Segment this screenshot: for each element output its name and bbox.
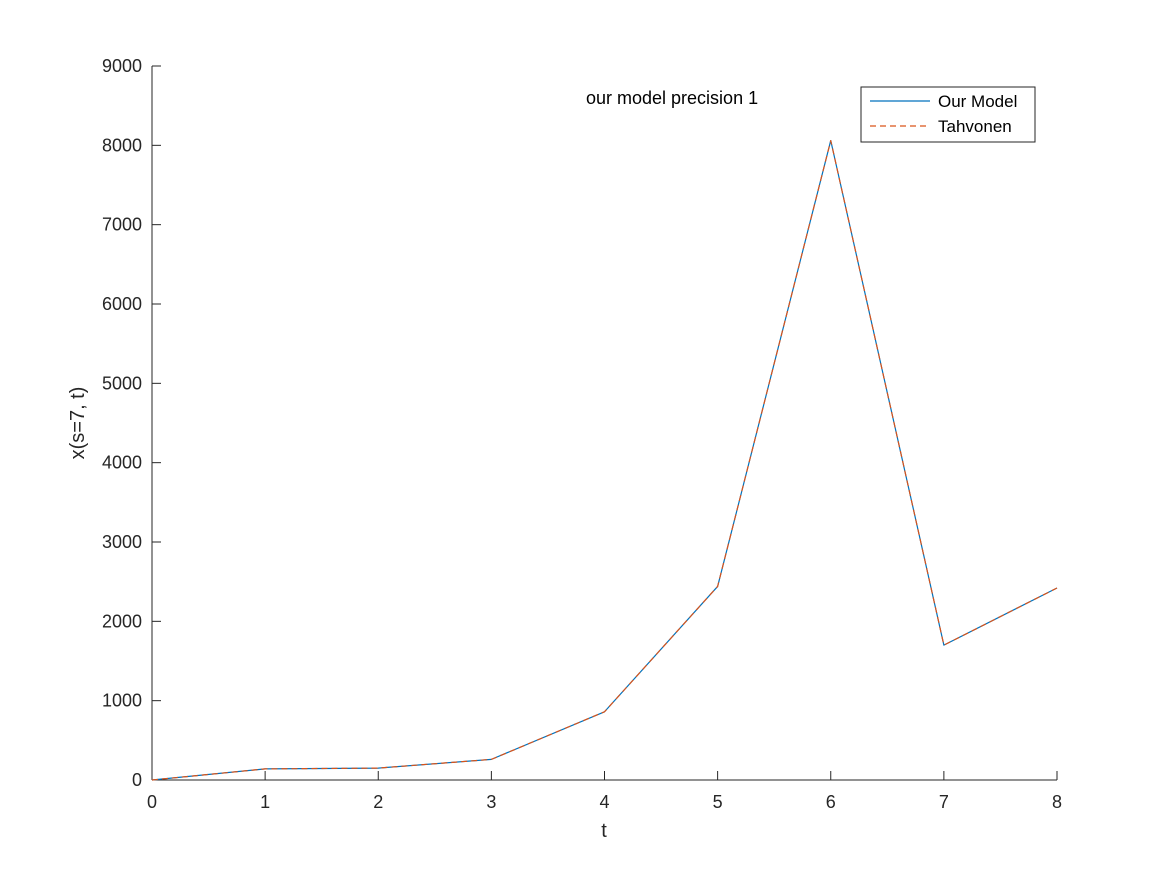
y-tick-label: 2000 (102, 611, 142, 631)
series-line-our-model (151, 139, 1058, 781)
series-layer (151, 139, 1058, 781)
x-tick-label: 3 (486, 792, 496, 812)
y-ticks: 0 1000 2000 3000 4000 5000 6000 7000 8000 9000 (102, 56, 161, 790)
y-tick-label: 1000 (102, 691, 142, 711)
x-tick-label: 2 (373, 792, 383, 812)
x-ticks: 0 1 2 3 4 5 6 7 8 (147, 771, 1062, 812)
y-tick-label: 8000 (102, 135, 142, 155)
legend-box (860, 86, 1036, 143)
series-line-tahvonen (151, 139, 1058, 781)
y-tick-label: 9000 (102, 56, 142, 76)
y-tick-label: 7000 (102, 215, 142, 235)
y-axis-label: x(s=7, t) (67, 387, 89, 460)
x-tick-label: 4 (599, 792, 609, 812)
legend: Our Model Tahvonen (860, 86, 1036, 143)
y-tick-label: 5000 (102, 373, 142, 393)
plot-area: 0 1 2 3 4 5 6 7 8 0 1000 2000 3000 4000 5000 6000 7000 8… (102, 56, 1062, 812)
y-tick-label: 3000 (102, 532, 142, 552)
y-tick-label: 0 (132, 770, 142, 790)
x-tick-label: 6 (826, 792, 836, 812)
x-tick-label: 5 (713, 792, 723, 812)
x-tick-label: 1 (260, 792, 270, 812)
x-tick-label: 8 (1052, 792, 1062, 812)
legend-label-our-model: Our Model (938, 92, 1017, 111)
x-tick-label: 7 (939, 792, 949, 812)
y-tick-label: 4000 (102, 453, 142, 473)
x-axis-label: t (601, 820, 607, 842)
y-tick-label: 6000 (102, 294, 142, 314)
legend-label-tahvonen: Tahvonen (938, 117, 1012, 136)
chart-annotation: our model precision 1 (586, 88, 758, 108)
x-tick-label: 0 (147, 792, 157, 812)
